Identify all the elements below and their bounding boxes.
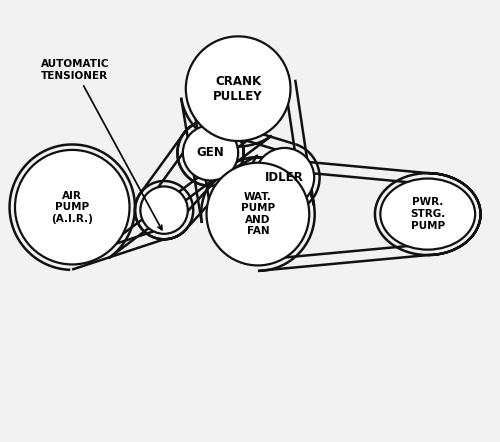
- Text: IDLER: IDLER: [265, 171, 304, 184]
- Text: PWR.
STRG.
PUMP: PWR. STRG. PUMP: [410, 198, 446, 231]
- Circle shape: [206, 163, 309, 266]
- Text: GEN: GEN: [196, 146, 224, 160]
- Text: WAT.
PUMP
AND
FAN: WAT. PUMP AND FAN: [241, 192, 275, 236]
- Circle shape: [183, 125, 238, 180]
- Ellipse shape: [380, 179, 475, 250]
- Circle shape: [186, 36, 290, 141]
- Circle shape: [140, 187, 188, 234]
- Circle shape: [15, 150, 130, 264]
- Text: AIR
PUMP
(A.I.R.): AIR PUMP (A.I.R.): [52, 191, 93, 224]
- Circle shape: [255, 148, 314, 207]
- Text: CRANK
PULLEY: CRANK PULLEY: [214, 75, 263, 103]
- Text: AUTOMATIC
TENSIONER: AUTOMATIC TENSIONER: [40, 59, 162, 230]
